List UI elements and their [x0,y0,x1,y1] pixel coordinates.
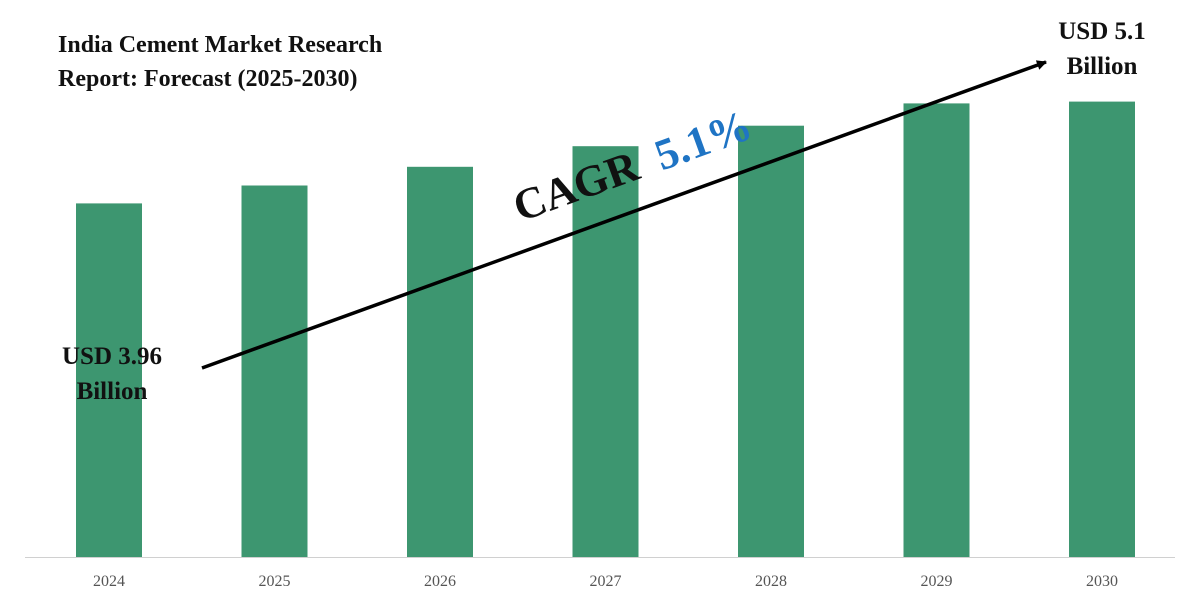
chart-title-line-1: India Cement Market Research [58,32,382,58]
x-tick-label-2029: 2029 [921,573,953,590]
x-tick-label-2030: 2030 [1086,573,1118,590]
end-value-label-line-2: Billion [1067,53,1138,80]
bar-2025 [241,185,308,557]
bar-2024 [76,203,142,557]
bar-2028 [738,125,804,557]
chart-title-line-2: Report: Forecast (2025-2030) [58,66,357,92]
bar-2030 [1069,101,1135,557]
x-tick-label-2025: 2025 [259,573,291,590]
x-tick-label-2028: 2028 [755,573,787,590]
start-value-label-line-1: USD 3.96 [62,343,162,370]
end-value-label-line-1: USD 5.1 [1058,18,1146,45]
x-tick-label-2024: 2024 [93,573,125,590]
bar-2029 [903,103,970,558]
cagr-trend-arrow [201,60,1047,370]
x-tick-label-2026: 2026 [424,573,456,590]
x-tick-label-2027: 2027 [590,573,622,590]
start-value-label-line-2: Billion [77,378,148,405]
x-tick-labels: 2024 2025 2026 2027 2028 2029 2030 [93,573,1118,590]
bar-2026 [407,166,473,558]
